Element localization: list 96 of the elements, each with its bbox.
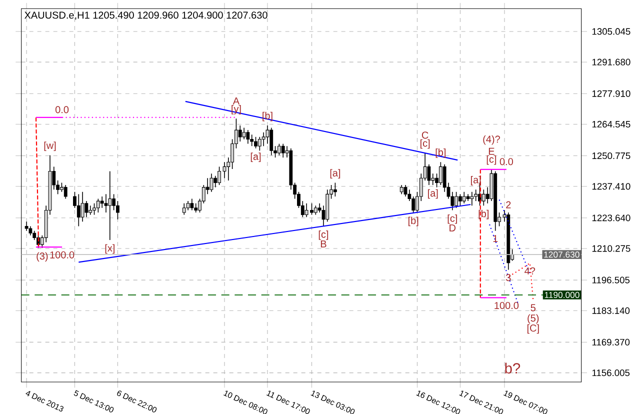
candlestick bbox=[474, 189, 478, 202]
candlestick bbox=[96, 198, 100, 213]
candlestick bbox=[277, 143, 281, 156]
candlestick bbox=[314, 205, 318, 216]
annotation: D bbox=[450, 224, 456, 232]
candlestick bbox=[84, 200, 88, 218]
annotation: C bbox=[422, 132, 428, 139]
x-tick-label: 5 Dec 13:00 bbox=[74, 390, 114, 412]
annotation: 0.0 bbox=[500, 158, 513, 166]
candlestick bbox=[281, 143, 285, 158]
candlestick bbox=[404, 184, 408, 197]
candlestick bbox=[482, 189, 486, 206]
annotation: [c] bbox=[486, 155, 496, 165]
ref-line-label: 1190.000 bbox=[544, 292, 580, 298]
x-tick-label: 6 Dec 22:00 bbox=[117, 390, 157, 412]
y-tick-label: 1277.910 bbox=[592, 90, 630, 97]
candlestick bbox=[462, 191, 466, 204]
y-tick-label: 1196.505 bbox=[592, 276, 630, 284]
annotation: E bbox=[488, 148, 494, 155]
candlestick bbox=[458, 194, 462, 206]
x-tick-label: 19 Dec 07:00 bbox=[503, 390, 548, 414]
x-tick-label: 11 Dec 17:00 bbox=[266, 390, 310, 414]
annotation: b? bbox=[505, 362, 520, 374]
y-tick-label: 1169.370 bbox=[592, 338, 630, 346]
chart-title: XAUUSD.e,H1 1205.490 1209.960 1204.900 1207.630 bbox=[24, 12, 268, 20]
y-tick-label: 1156.005 bbox=[592, 370, 630, 376]
y-tick-label: 1250.775 bbox=[592, 152, 630, 160]
annotation: [w] bbox=[44, 142, 56, 151]
annotation: (4)? bbox=[483, 135, 500, 145]
annotation: [b] bbox=[436, 148, 446, 158]
candlestick bbox=[80, 191, 84, 222]
annotation: [a] bbox=[428, 189, 438, 199]
y-tick-label: 1223.640 bbox=[592, 214, 630, 222]
candlestick bbox=[250, 134, 254, 146]
annotation: [x] bbox=[105, 244, 114, 254]
candlestick bbox=[112, 194, 116, 211]
candlestick bbox=[108, 170, 112, 240]
x-tick-label: 4 Dec 2013 bbox=[26, 391, 64, 412]
x-tick-label: 13 Dec 03:00 bbox=[310, 390, 355, 414]
annotation: [a] bbox=[250, 152, 261, 162]
candlestick bbox=[210, 173, 214, 192]
candlestick bbox=[92, 202, 96, 216]
candlestick bbox=[24, 221, 28, 232]
x-tick-label: 17 Dec 21:00 bbox=[459, 390, 504, 414]
annotation: (3) bbox=[36, 252, 48, 262]
annotation: B bbox=[320, 240, 326, 248]
annotation: A bbox=[232, 97, 240, 104]
annotation: [b] bbox=[408, 216, 418, 226]
candlestick bbox=[254, 136, 258, 149]
candlestick bbox=[64, 184, 68, 200]
y-tick-label: 1183.140 bbox=[592, 307, 630, 314]
annotation: [c] bbox=[420, 139, 430, 149]
candlestick bbox=[258, 136, 262, 152]
y-tick-label: 1291.680 bbox=[592, 58, 630, 66]
candlestick bbox=[182, 202, 186, 216]
candlestick bbox=[116, 200, 120, 220]
candlestick bbox=[104, 194, 108, 213]
y-tick-label: 1210.275 bbox=[592, 245, 630, 252]
y-tick-label: 1237.410 bbox=[592, 183, 630, 190]
candlestick bbox=[88, 205, 92, 216]
candlestick bbox=[28, 226, 32, 236]
annotation: [c] bbox=[448, 214, 457, 224]
candlestick bbox=[438, 162, 442, 186]
candlestick bbox=[214, 175, 218, 188]
annotation: [a] bbox=[330, 169, 340, 178]
ref-line-label: 1207.630 bbox=[544, 252, 580, 258]
candlestick bbox=[100, 196, 104, 208]
candlestick bbox=[333, 182, 337, 197]
annotation: 1 bbox=[493, 235, 498, 242]
candlestick bbox=[194, 202, 198, 213]
annotation: 3 bbox=[506, 274, 511, 282]
candlestick bbox=[270, 127, 274, 156]
annotation: 4? bbox=[524, 267, 536, 274]
annotation: [a] bbox=[470, 176, 481, 186]
annotation: 100.0 bbox=[50, 251, 74, 258]
annotation: 5 bbox=[530, 304, 536, 312]
annotation: [c] bbox=[318, 230, 328, 240]
x-tick-label: 10 Dec 08:00 bbox=[223, 390, 268, 414]
annotation: 100.0 bbox=[494, 302, 519, 310]
candlestick bbox=[246, 130, 250, 144]
candlestick bbox=[454, 191, 458, 208]
annotation: (5) bbox=[528, 314, 539, 324]
candlestick bbox=[238, 125, 242, 142]
y-tick-label: 1305.045 bbox=[592, 28, 630, 35]
candlestick bbox=[242, 127, 246, 140]
candlestick bbox=[76, 194, 80, 227]
candlestick bbox=[190, 198, 194, 211]
y-tick-label: 1264.545 bbox=[592, 120, 630, 128]
annotation: [C] bbox=[527, 324, 539, 334]
annotation: [b] bbox=[478, 210, 489, 220]
annotation: 2 bbox=[506, 201, 511, 208]
x-tick-label: 16 Dec 12:00 bbox=[416, 390, 460, 414]
candlestick bbox=[400, 184, 404, 195]
annotation: 0.0 bbox=[55, 106, 69, 114]
candlestick bbox=[470, 191, 474, 206]
candlestick bbox=[186, 200, 190, 211]
